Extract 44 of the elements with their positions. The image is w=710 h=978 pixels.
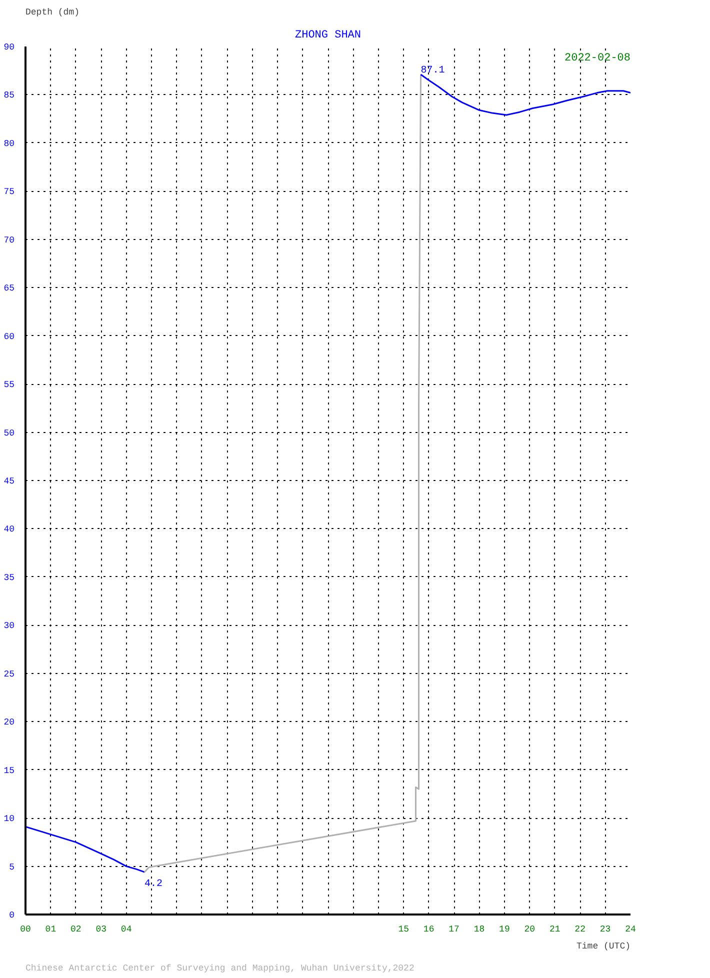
y-tick-label: 30: [4, 621, 15, 632]
y-tick-label: 65: [4, 284, 15, 294]
y-tick-label: 55: [4, 380, 15, 390]
x-tick-label: 01: [45, 924, 56, 934]
x-tick-label: 00: [20, 924, 31, 934]
x-tick-label: 04: [120, 924, 132, 934]
y-tick-label: 75: [4, 187, 15, 198]
y-tick-label: 5: [9, 862, 15, 872]
x-tick-label: 19: [499, 924, 510, 934]
x-tick-label: 18: [474, 924, 485, 934]
x-tick-label: 20: [524, 924, 536, 934]
y-tick-label: 90: [4, 42, 15, 52]
y-tick-label: 70: [4, 235, 15, 246]
x-tick-label: 23: [600, 924, 611, 934]
y-tick-label: 15: [4, 766, 15, 776]
annotation: 2022-02-08: [564, 52, 631, 64]
y-tick-label: 20: [4, 718, 15, 728]
y-tick-label: 40: [4, 524, 15, 535]
line-series: [144, 74, 422, 873]
annotation: 4.2: [144, 878, 162, 890]
annotation: 87.1: [420, 65, 445, 76]
y-axis-title: Depth (dm): [26, 8, 80, 18]
y-tick-label: 10: [4, 814, 15, 824]
line-series: [26, 826, 146, 873]
y-tick-label: 45: [4, 476, 15, 486]
chart-title: ZHONG SHAN: [294, 30, 362, 42]
x-tick-label: 15: [398, 924, 410, 934]
y-tick-label: 80: [4, 138, 15, 149]
text: Chinese Antarctic Center of Surveying and Mapping, Wuhan University,2022: [26, 964, 414, 974]
x-tick-label: 16: [423, 924, 434, 934]
x-tick-label: 22: [574, 924, 586, 934]
x-tick-label: 24: [625, 924, 636, 934]
x-tick-label: 21: [549, 924, 560, 934]
y-tick-label: 60: [4, 332, 15, 342]
y-tick-label: 0: [9, 910, 15, 920]
x-tick-label: 03: [96, 924, 107, 934]
x-tick-label: 02: [70, 924, 82, 934]
y-tick-label: 25: [4, 669, 15, 680]
line-series: [420, 74, 630, 116]
x-axis-title: Time (UTC): [576, 942, 631, 952]
x-tick-label: 17: [448, 924, 460, 934]
y-tick-label: 85: [4, 90, 15, 101]
y-tick-label: 35: [4, 572, 15, 583]
y-tick-label: 50: [4, 428, 15, 438]
